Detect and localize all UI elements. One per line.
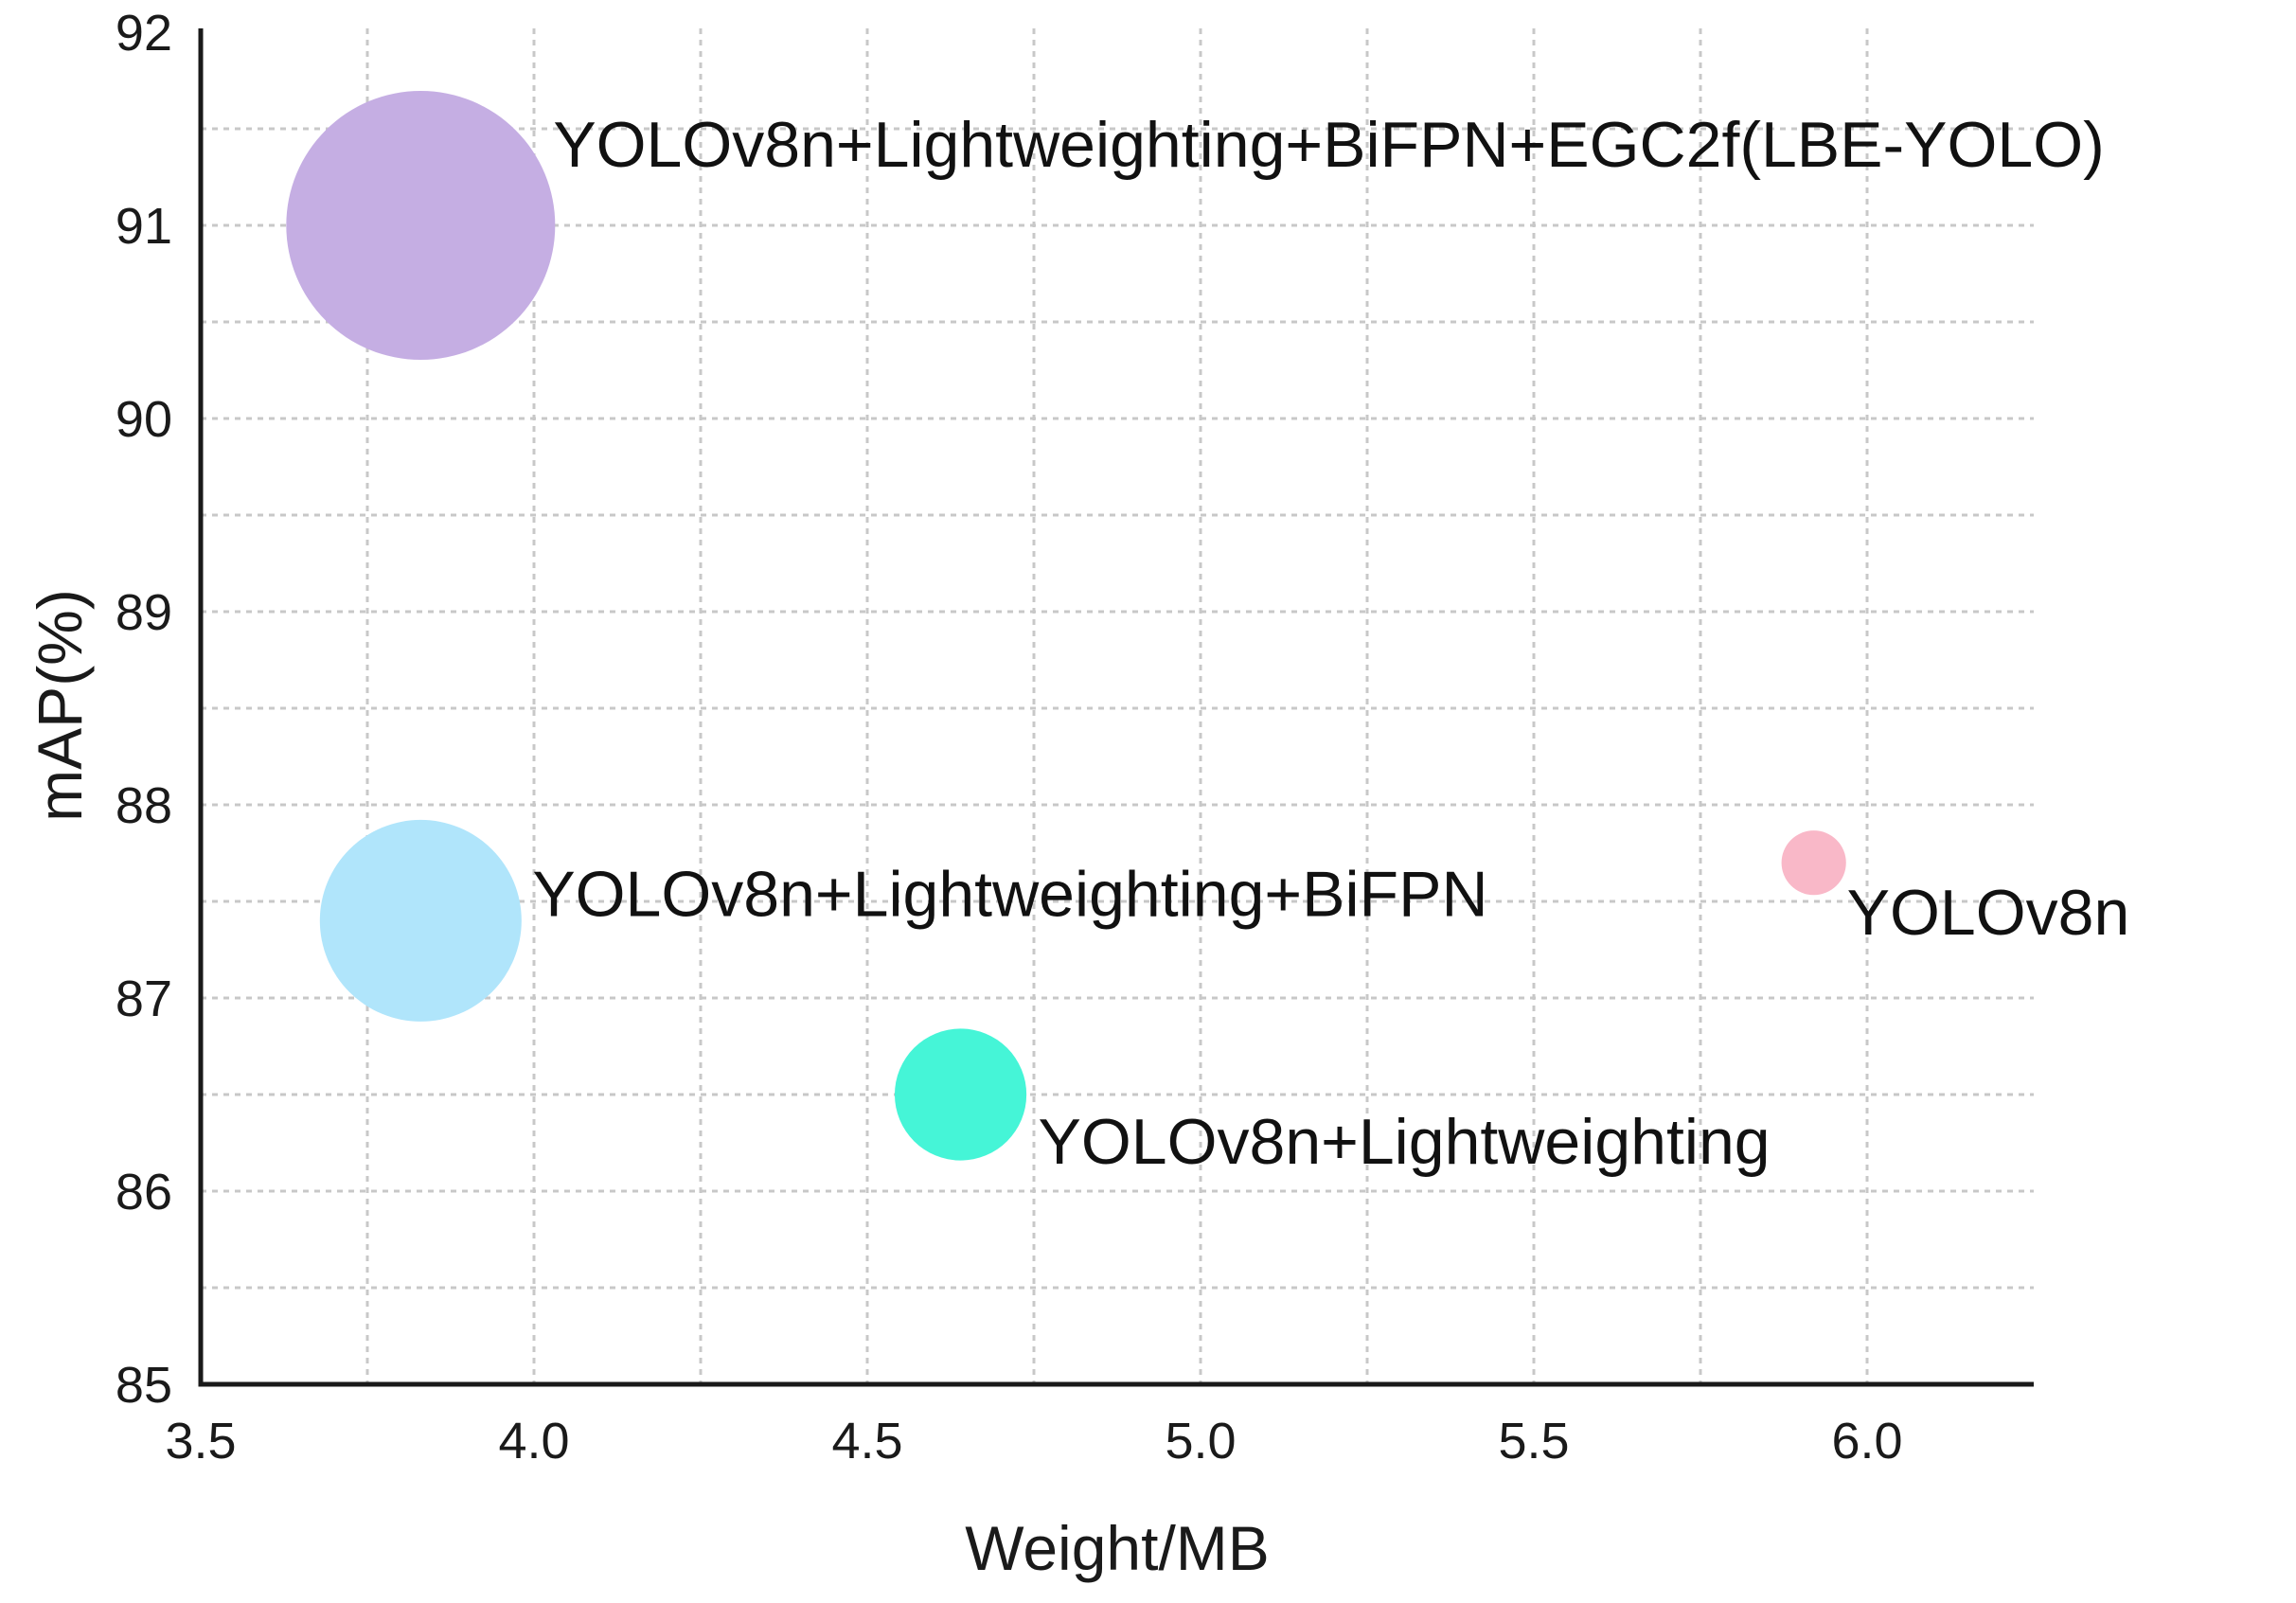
bubbles (286, 91, 1846, 1161)
y-axis-title: mAP(%) (25, 589, 95, 822)
bubble-labels: YOLOv8n+Lightweighting+BiFPN+EGC2f(LBE-Y… (532, 109, 2129, 1178)
y-tick-label: 90 (116, 391, 172, 448)
bubble-label: YOLOv8n+Lightweighting+BiFPN+EGC2f(LBE-Y… (553, 109, 2104, 181)
bubble (286, 91, 556, 360)
axes (198, 28, 2034, 1387)
x-tick-label: 3.5 (165, 1413, 236, 1469)
y-tick-label: 85 (116, 1357, 172, 1414)
y-tick-label: 87 (116, 971, 172, 1027)
bubble-label: YOLOv8n (1847, 877, 2130, 949)
bubble (894, 1028, 1027, 1161)
y-tick-label: 92 (116, 5, 172, 62)
x-axis-title: Weight/MB (965, 1513, 1270, 1583)
bubble (319, 819, 522, 1022)
x-tick-label: 4.5 (831, 1413, 902, 1469)
bubble-label: YOLOv8n+Lightweighting (1039, 1106, 1771, 1178)
y-tick-label: 86 (116, 1164, 172, 1220)
x-tick-label: 6.0 (1831, 1413, 1902, 1469)
x-tick-label: 5.0 (1165, 1413, 1236, 1469)
bubble (1781, 830, 1846, 896)
x-tick-label: 5.5 (1498, 1413, 1569, 1469)
x-tick-label: 4.0 (498, 1413, 569, 1469)
axis-lines (198, 28, 2034, 1387)
bubble-label: YOLOv8n+Lightweighting+BiFPN (532, 858, 1487, 930)
y-tick-label: 91 (116, 198, 172, 255)
y-tick-labels: 85 86 87 88 89 90 91 92 (116, 5, 172, 1414)
y-tick-label: 88 (116, 777, 172, 834)
y-tick-label: 89 (116, 584, 172, 641)
grid-lines (201, 28, 2034, 1384)
x-tick-labels: 3.5 4.0 4.5 5.0 5.5 6.0 (165, 1413, 1902, 1469)
